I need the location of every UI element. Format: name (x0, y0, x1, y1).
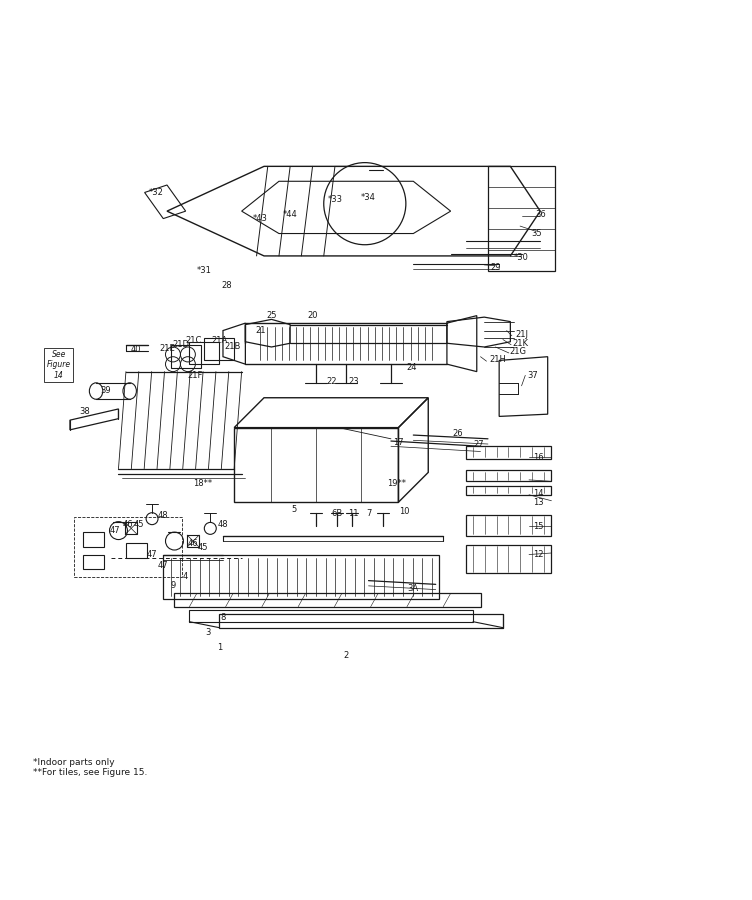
Text: 35: 35 (531, 229, 541, 238)
Text: 22: 22 (326, 377, 336, 386)
Text: 15: 15 (533, 522, 544, 531)
Text: 21E: 21E (159, 344, 175, 353)
Text: 3: 3 (205, 628, 211, 637)
Text: 48: 48 (217, 520, 229, 529)
Text: 10: 10 (399, 507, 410, 516)
Text: *Indoor parts only: *Indoor parts only (32, 758, 114, 767)
Text: 12: 12 (533, 550, 544, 559)
Bar (465, 486, 551, 495)
Bar (187, 536, 199, 547)
Text: 25: 25 (266, 311, 277, 320)
Bar (234, 428, 399, 502)
Text: 46: 46 (188, 539, 199, 548)
Text: *32: *32 (148, 188, 163, 197)
Text: 47: 47 (158, 562, 168, 571)
Text: 39: 39 (101, 386, 111, 395)
Bar (220, 614, 503, 627)
Bar (190, 342, 220, 364)
Text: 28: 28 (221, 282, 232, 291)
Text: 21: 21 (255, 326, 265, 335)
Text: 20: 20 (308, 311, 318, 320)
Bar (205, 338, 234, 360)
Bar (465, 544, 551, 573)
Bar (465, 470, 551, 482)
Bar (190, 610, 473, 622)
Text: 21C: 21C (185, 336, 202, 345)
Text: *31: *31 (197, 266, 212, 275)
Text: 8: 8 (220, 614, 226, 623)
Text: *43: *43 (253, 214, 268, 223)
Text: 47: 47 (147, 550, 157, 559)
Text: 26: 26 (453, 429, 463, 438)
Bar (125, 522, 137, 535)
Text: 37: 37 (527, 371, 538, 380)
Text: **For tiles, see Figure 15.: **For tiles, see Figure 15. (32, 768, 147, 777)
Bar (74, 518, 182, 577)
Text: 21H: 21H (490, 356, 506, 364)
Text: 1: 1 (217, 644, 222, 652)
Text: 21B: 21B (225, 343, 241, 352)
Text: 46: 46 (123, 520, 134, 529)
Bar (171, 346, 201, 368)
Text: 7: 7 (366, 508, 371, 518)
Text: 40: 40 (130, 345, 141, 354)
Text: *30: *30 (514, 253, 529, 262)
Text: 9: 9 (171, 581, 176, 590)
Bar (465, 515, 551, 536)
Text: 6B: 6B (332, 508, 343, 518)
Text: *44: *44 (283, 211, 298, 220)
Text: 23: 23 (348, 377, 359, 386)
Text: 2: 2 (344, 651, 349, 660)
Text: 4: 4 (183, 572, 188, 581)
Text: 3A: 3A (408, 583, 419, 592)
Text: 47: 47 (110, 526, 120, 536)
Text: 45: 45 (133, 520, 144, 529)
Text: 19**: 19** (387, 479, 406, 488)
Text: 36: 36 (535, 211, 546, 220)
Bar (83, 554, 105, 570)
Text: 21A: 21A (211, 336, 227, 345)
Bar (163, 554, 439, 599)
Text: 13: 13 (533, 498, 544, 507)
Text: 14: 14 (533, 489, 544, 498)
Text: 17: 17 (393, 438, 404, 447)
Text: 21G: 21G (509, 347, 526, 356)
Text: 27: 27 (474, 439, 484, 448)
Text: See
Figure
14: See Figure 14 (47, 350, 71, 380)
Text: *33: *33 (327, 195, 342, 204)
Text: 21D: 21D (172, 340, 189, 349)
Text: 45: 45 (198, 543, 208, 552)
Text: 5: 5 (291, 505, 296, 514)
Bar (174, 593, 481, 607)
Text: 16: 16 (533, 453, 544, 462)
Text: 38: 38 (80, 407, 90, 416)
Text: 21J: 21J (515, 329, 528, 338)
Text: 21F: 21F (188, 371, 203, 380)
Text: 11: 11 (348, 508, 359, 518)
Bar (83, 532, 105, 547)
Text: 21K: 21K (512, 338, 528, 347)
Bar (465, 446, 551, 459)
Bar (126, 544, 147, 558)
Text: 18**: 18** (193, 479, 212, 488)
Text: *34: *34 (361, 194, 376, 202)
Text: 29: 29 (490, 263, 501, 272)
Text: 24: 24 (407, 364, 417, 373)
Text: 48: 48 (158, 511, 168, 520)
